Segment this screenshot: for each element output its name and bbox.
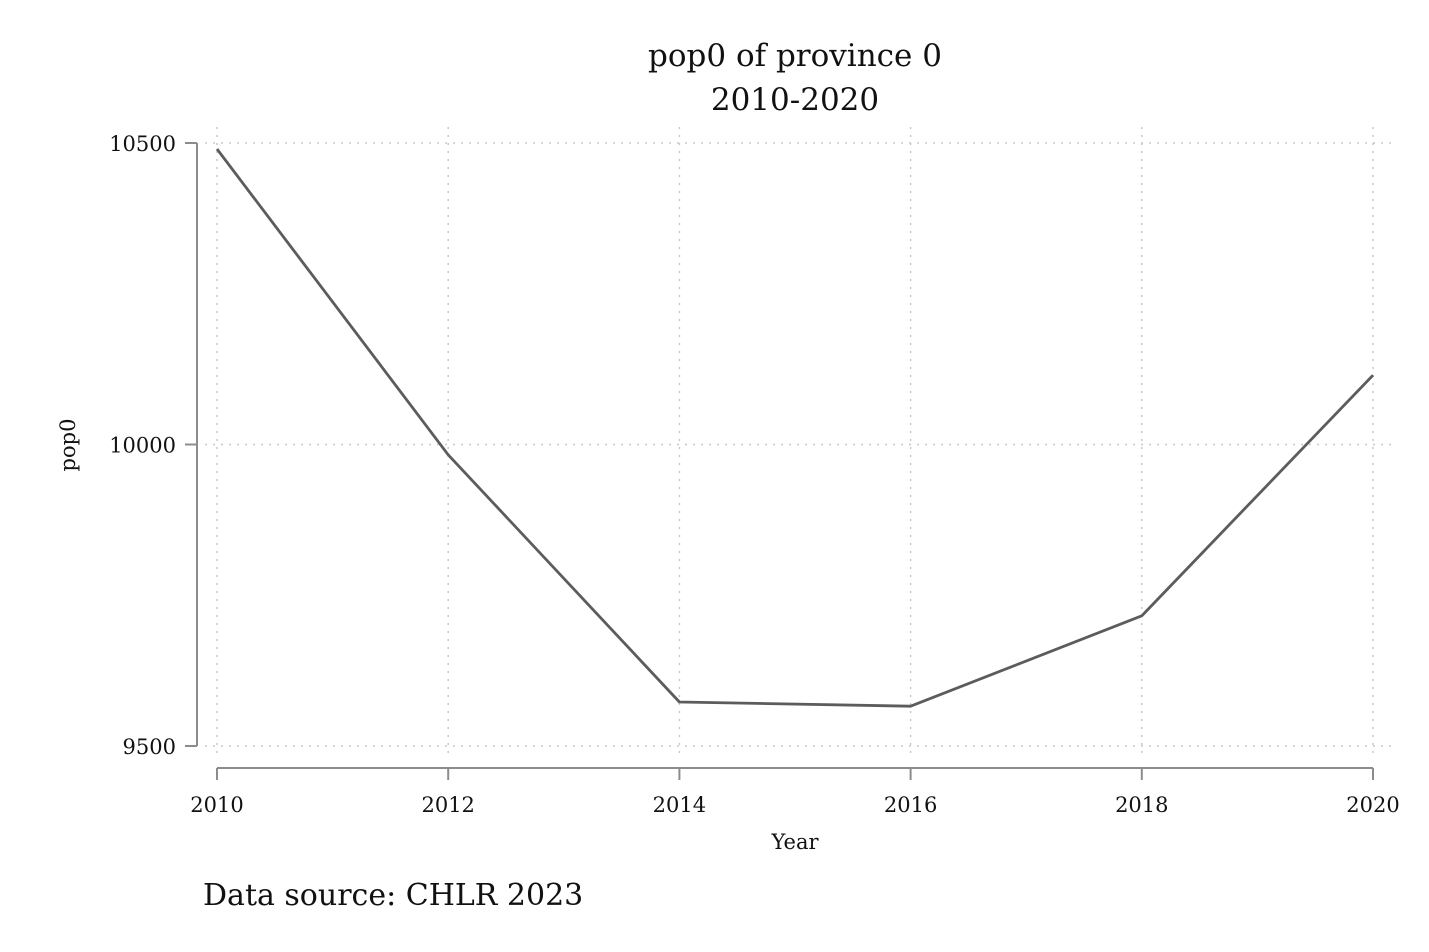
x-tick-label: 2010	[190, 793, 243, 817]
y-tick-label: 10000	[109, 434, 176, 458]
y-tick-label: 9500	[123, 735, 176, 759]
y-axis-ticks: 9500 10000 10500	[109, 132, 197, 759]
y-axis-label: pop0	[56, 419, 80, 472]
chart-subtitle: 2010-2020	[711, 82, 879, 118]
data-source-note: Data source: CHLR 2023	[203, 878, 583, 913]
x-tick-label: 2020	[1346, 793, 1399, 817]
series-line	[215, 148, 1375, 708]
x-axis-ticks: 2010 2012 2014 2016 2018 2020	[190, 768, 1400, 817]
x-axis-label: Year	[770, 830, 819, 854]
x-tick-label: 2014	[653, 793, 706, 817]
x-tick-label: 2012	[421, 793, 474, 817]
y-tick-label: 10500	[109, 132, 176, 156]
x-tick-label: 2016	[884, 793, 937, 817]
x-tick-label: 2018	[1115, 793, 1168, 817]
grid-lines	[205, 127, 1395, 756]
chart-title: pop0 of province 0	[648, 38, 942, 74]
